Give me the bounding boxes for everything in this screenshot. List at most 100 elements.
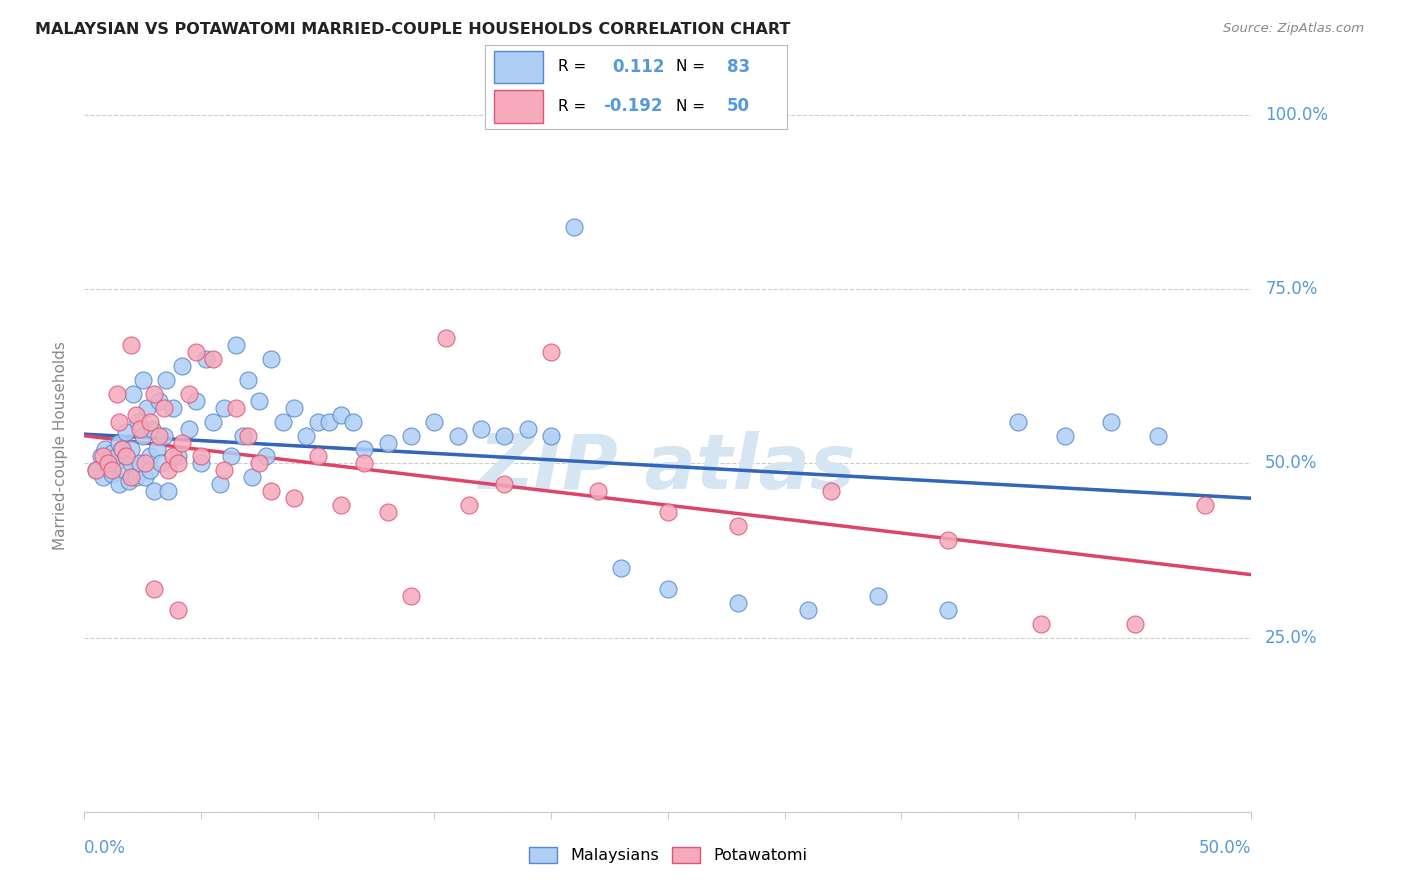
Point <box>129 457 152 471</box>
Point <box>399 428 422 442</box>
Point <box>108 477 131 491</box>
Point <box>145 442 167 457</box>
Point <box>179 386 201 401</box>
Point <box>236 373 259 387</box>
Point <box>138 463 160 477</box>
Point <box>610 561 633 575</box>
Point <box>225 338 247 352</box>
Point <box>162 401 184 415</box>
Point <box>540 345 562 359</box>
Point <box>1123 616 1146 631</box>
Point <box>657 505 679 519</box>
Point <box>152 401 174 415</box>
Point <box>494 477 516 491</box>
Point <box>143 484 166 499</box>
Bar <box>494 51 543 83</box>
Point <box>727 519 749 533</box>
Text: 50: 50 <box>727 97 749 115</box>
Point <box>295 428 318 442</box>
Point <box>494 428 516 442</box>
Point <box>166 603 188 617</box>
Point <box>111 442 134 457</box>
Point <box>125 408 148 422</box>
Point <box>136 401 159 415</box>
Text: 0.112: 0.112 <box>612 58 665 76</box>
Text: MALAYSIAN VS POTAWATOMI MARRIED-COUPLE HOUSEHOLDS CORRELATION CHART: MALAYSIAN VS POTAWATOMI MARRIED-COUPLE H… <box>35 22 790 37</box>
Point <box>307 415 329 429</box>
Point <box>330 498 353 512</box>
Point <box>162 450 184 464</box>
Point <box>1053 428 1076 442</box>
Point <box>221 450 243 464</box>
Point <box>97 457 120 471</box>
Text: 50.0%: 50.0% <box>1199 839 1251 857</box>
Text: 25.0%: 25.0% <box>1265 629 1317 647</box>
Point <box>254 450 277 464</box>
Point <box>797 603 820 617</box>
Point <box>122 386 145 401</box>
Point <box>186 345 208 359</box>
Point <box>1099 415 1122 429</box>
Point <box>129 421 152 435</box>
Point <box>190 450 212 464</box>
Point <box>470 421 492 435</box>
Point <box>112 463 135 477</box>
Point <box>423 415 446 429</box>
Point <box>434 331 457 345</box>
Point <box>586 484 609 499</box>
Point <box>564 219 586 234</box>
Point <box>516 421 538 435</box>
Point <box>283 491 305 506</box>
Point <box>90 450 112 464</box>
Point <box>353 457 375 471</box>
Point <box>101 467 124 481</box>
Point <box>232 428 254 442</box>
Point <box>166 457 188 471</box>
Point <box>399 589 422 603</box>
Point <box>108 435 131 450</box>
Point <box>132 373 155 387</box>
Point <box>98 453 121 467</box>
Point <box>283 401 305 415</box>
Point <box>166 450 188 464</box>
Point <box>1031 616 1053 631</box>
Point <box>108 415 131 429</box>
Point <box>249 457 271 471</box>
Point <box>936 533 959 547</box>
Legend: Malaysians, Potawatomi: Malaysians, Potawatomi <box>522 840 814 870</box>
Point <box>194 351 217 366</box>
Point <box>91 450 114 464</box>
Point <box>84 463 107 477</box>
Point <box>260 484 283 499</box>
Point <box>132 428 155 442</box>
Text: ZIP atlas: ZIP atlas <box>479 431 856 505</box>
Point <box>214 463 236 477</box>
Point <box>190 457 212 471</box>
Point <box>94 442 117 457</box>
Point <box>657 582 679 596</box>
Point <box>172 435 194 450</box>
Point <box>1147 428 1170 442</box>
Point <box>148 393 170 408</box>
Point <box>307 450 329 464</box>
Point <box>138 450 160 464</box>
Point <box>201 351 224 366</box>
Point <box>330 408 353 422</box>
Point <box>143 582 166 596</box>
Point <box>134 457 156 471</box>
Point <box>727 596 749 610</box>
Point <box>447 428 470 442</box>
Point <box>150 457 173 471</box>
Text: R =: R = <box>558 99 586 114</box>
Point <box>236 428 259 442</box>
Point <box>186 393 208 408</box>
Point <box>458 498 481 512</box>
Point <box>115 450 138 464</box>
Point <box>91 470 114 484</box>
Point <box>242 470 264 484</box>
Point <box>120 470 142 484</box>
Point <box>820 484 842 499</box>
Point <box>101 463 124 477</box>
Point <box>104 457 127 471</box>
Point <box>152 428 174 442</box>
